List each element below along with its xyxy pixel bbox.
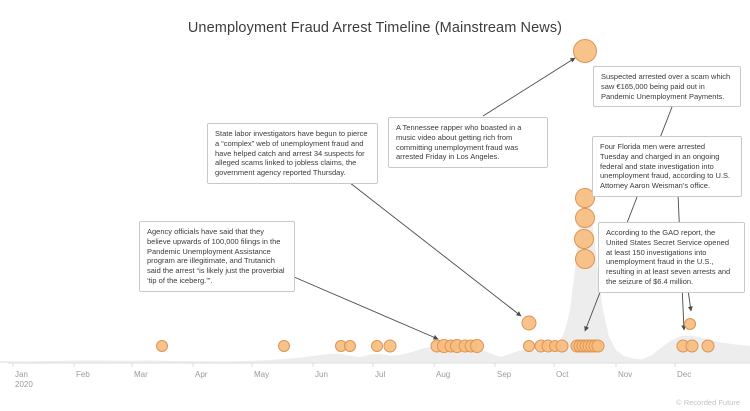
annotation-arrow-tennessee-rapper [482, 57, 576, 117]
x-axis-label: Dec [677, 370, 691, 379]
annotation-box-gao-report: According to the GAO report, the United … [598, 222, 745, 293]
x-axis-label: Sep [497, 370, 512, 379]
event-bubble[interactable] [278, 340, 290, 352]
density-area [0, 190, 750, 363]
event-bubble[interactable] [344, 340, 356, 352]
x-axis-label: Mar [134, 370, 148, 379]
x-axis-label: Feb [76, 370, 90, 379]
x-axis-label: Jun [315, 370, 328, 379]
x-axis-label: Nov [618, 370, 632, 379]
x-axis-label: May [254, 370, 269, 379]
annotation-box-suspected-scam: Suspected arrested over a scam which saw… [593, 66, 741, 108]
annotation-box-four-florida: Four Florida men were arrested Tuesday a… [592, 136, 742, 197]
x-axis-label: Jan [15, 370, 28, 379]
annotation-arrow-agency-officials [293, 276, 439, 340]
credit-text: © Recorded Future [676, 398, 740, 407]
event-bubble[interactable] [575, 208, 595, 228]
event-bubble[interactable] [573, 39, 597, 63]
chart-title: Unemployment Fraud Arrest Timeline (Main… [187, 20, 563, 36]
event-bubble[interactable] [383, 339, 397, 353]
event-bubble[interactable] [591, 339, 605, 353]
event-bubble[interactable] [575, 249, 595, 269]
annotation-box-agency-officials: Agency officials have said that they bel… [139, 221, 295, 292]
event-bubble[interactable] [701, 339, 715, 353]
x-axis-label: Oct [556, 370, 569, 379]
event-bubble[interactable] [523, 340, 535, 352]
annotation-box-state-labor: State labor investigators have begun to … [207, 123, 378, 184]
event-bubble[interactable] [574, 229, 594, 249]
x-axis-sublabel: 2020 [15, 380, 33, 389]
x-axis-label: Aug [436, 370, 450, 379]
event-bubble[interactable] [684, 318, 696, 330]
event-bubble[interactable] [371, 340, 383, 352]
annotation-arrow-state-labor [344, 178, 522, 317]
event-bubble[interactable] [156, 340, 168, 352]
event-bubble[interactable] [575, 188, 595, 208]
x-axis-label: Jul [375, 370, 385, 379]
annotation-box-tennessee-rapper: A Tennessee rapper who boasted in a musi… [388, 117, 548, 168]
event-bubble[interactable] [521, 315, 537, 331]
event-bubble[interactable] [685, 339, 699, 353]
event-bubble[interactable] [555, 339, 569, 353]
event-bubble[interactable] [470, 339, 484, 353]
x-axis-label: Apr [195, 370, 208, 379]
